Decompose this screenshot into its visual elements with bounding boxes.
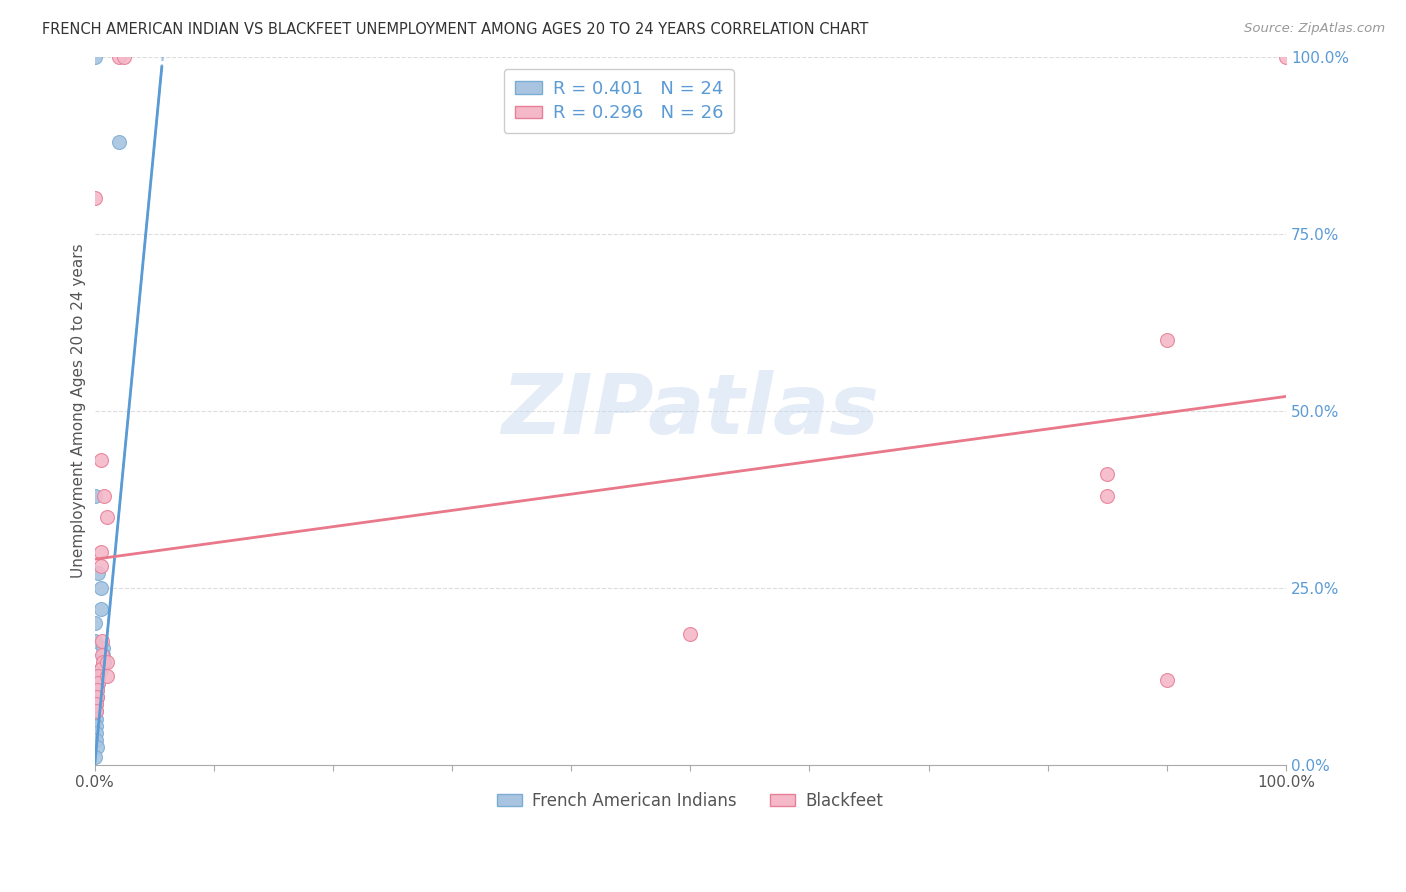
Point [84, 732, 107, 747]
Point [86, 690, 108, 705]
Point [91, 648, 114, 662]
Point [87, 669, 110, 683]
Point [90, 633, 112, 648]
Point [90, 581, 112, 595]
Point [93, 489, 115, 503]
Point [83, 615, 105, 630]
Point [83, 191, 105, 205]
Point [84, 698, 107, 712]
Point [83, 489, 105, 503]
Point [90, 453, 112, 467]
Point [1156, 333, 1178, 347]
Point [1097, 467, 1119, 482]
Point [114, 50, 136, 64]
Point [83, 750, 105, 764]
Point [90, 662, 112, 676]
Point [84, 705, 107, 719]
Point [96, 655, 118, 669]
Point [84, 718, 107, 732]
Point [93, 655, 115, 669]
Point [1097, 489, 1119, 503]
Point [679, 626, 702, 640]
Point [87, 669, 110, 683]
Point [90, 559, 112, 574]
Point [91, 655, 114, 669]
Point [84, 705, 107, 719]
Point [84, 711, 107, 725]
Point [86, 739, 108, 754]
Point [96, 669, 118, 683]
Point [87, 566, 110, 581]
Point [107, 135, 129, 149]
Point [87, 676, 110, 690]
Point [1156, 673, 1178, 687]
Point [87, 676, 110, 690]
Point [96, 509, 118, 524]
Text: FRENCH AMERICAN INDIAN VS BLACKFEET UNEMPLOYMENT AMONG AGES 20 TO 24 YEARS CORRE: FRENCH AMERICAN INDIAN VS BLACKFEET UNEM… [42, 22, 869, 37]
Point [90, 545, 112, 559]
Point [83, 633, 105, 648]
Text: Source: ZipAtlas.com: Source: ZipAtlas.com [1244, 22, 1385, 36]
Point [90, 662, 112, 676]
Legend: French American Indians, Blackfeet: French American Indians, Blackfeet [491, 785, 890, 816]
Point [107, 50, 129, 64]
Point [90, 648, 112, 662]
Point [86, 683, 108, 698]
Point [86, 683, 108, 698]
Point [86, 690, 108, 705]
Y-axis label: Unemployment Among Ages 20 to 24 years: Unemployment Among Ages 20 to 24 years [72, 244, 86, 578]
Point [84, 725, 107, 739]
Point [83, 50, 105, 64]
Point [1275, 50, 1298, 64]
Point [84, 698, 107, 712]
Point [91, 640, 114, 655]
Point [90, 601, 112, 615]
Text: ZIPatlas: ZIPatlas [502, 370, 879, 451]
